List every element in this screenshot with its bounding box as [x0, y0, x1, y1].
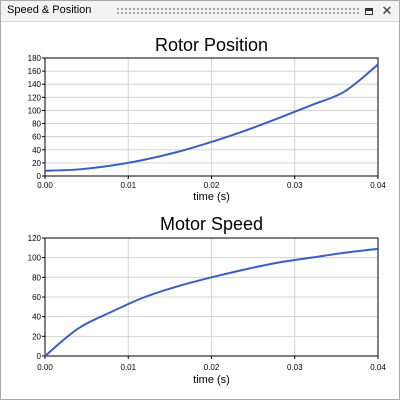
- rotor-position-xtick-label: 0.00: [37, 181, 53, 190]
- motor-speed-xtick-label: 0.00: [37, 363, 53, 372]
- rotor-position-xtick-label: 0.03: [287, 181, 303, 190]
- motor-speed-xtick-label: 0.02: [204, 363, 220, 372]
- motor-speed-ytick-label: 60: [32, 293, 41, 302]
- rotor-position-ytick-label: 100: [28, 106, 42, 115]
- motor-speed-ytick-label: 100: [28, 254, 42, 263]
- motor-speed-ytick-label: 80: [32, 273, 41, 282]
- rotor-position-ytick-label: 40: [32, 146, 41, 155]
- panel-titlebar[interactable]: Speed & Position ✕: [1, 1, 399, 22]
- rotor-position-chart: 0 20 40 60 80 100 120 140 160 180 0.00 0.01 0.02 0.03…: [28, 35, 387, 203]
- motor-speed-series-line: [44, 247, 379, 357]
- maximize-button[interactable]: [362, 4, 376, 18]
- close-icon: ✕: [381, 3, 393, 19]
- rotor-position-ytick-label: 160: [28, 67, 42, 76]
- motor-speed-ytick-label: 20: [32, 332, 41, 341]
- motor-speed-chart: 0 20 40 60 80 100 120 0.00 0.01 0.02 0.03 0.04 Motor…: [28, 214, 387, 386]
- close-button[interactable]: ✕: [380, 4, 394, 18]
- motor-speed-title: Motor Speed: [160, 214, 263, 234]
- drag-grip-icon[interactable]: [116, 7, 361, 15]
- rotor-position-xaxis-label: time (s): [193, 191, 230, 203]
- rotor-position-ytick-label: 20: [32, 159, 41, 168]
- motor-speed-ytick-label: 40: [32, 313, 41, 322]
- panel-title: Speed & Position: [7, 4, 92, 16]
- maximize-icon: [365, 7, 373, 15]
- rotor-position-frame: [44, 57, 379, 177]
- rotor-position-xtick-label: 0.04: [370, 181, 386, 190]
- rotor-position-ytick-label: 180: [28, 54, 42, 63]
- motor-speed-xtick-label: 0.03: [287, 363, 303, 372]
- rotor-position-ytick-label: 0: [37, 172, 42, 181]
- motor-speed-xaxis-label: time (s): [193, 374, 230, 386]
- rotor-position-xtick-label: 0.02: [204, 181, 220, 190]
- motor-speed-xtick-label: 0.04: [370, 363, 386, 372]
- rotor-position-ytick-label: 120: [28, 93, 42, 102]
- rotor-position-series-line: [44, 63, 379, 172]
- motor-speed-ytick-label: 120: [28, 234, 42, 243]
- motor-speed-frame: [44, 237, 379, 357]
- rotor-position-ytick-label: 140: [28, 80, 42, 89]
- rotor-position-xtick-label: 0.01: [120, 181, 136, 190]
- rotor-position-ytick-label: 60: [32, 133, 41, 142]
- rotor-position-title: Rotor Position: [155, 35, 268, 55]
- rotor-position-ytick-label: 80: [32, 120, 41, 129]
- motor-speed-xtick-label: 0.01: [120, 363, 136, 372]
- motor-speed-ytick-label: 0: [37, 352, 42, 361]
